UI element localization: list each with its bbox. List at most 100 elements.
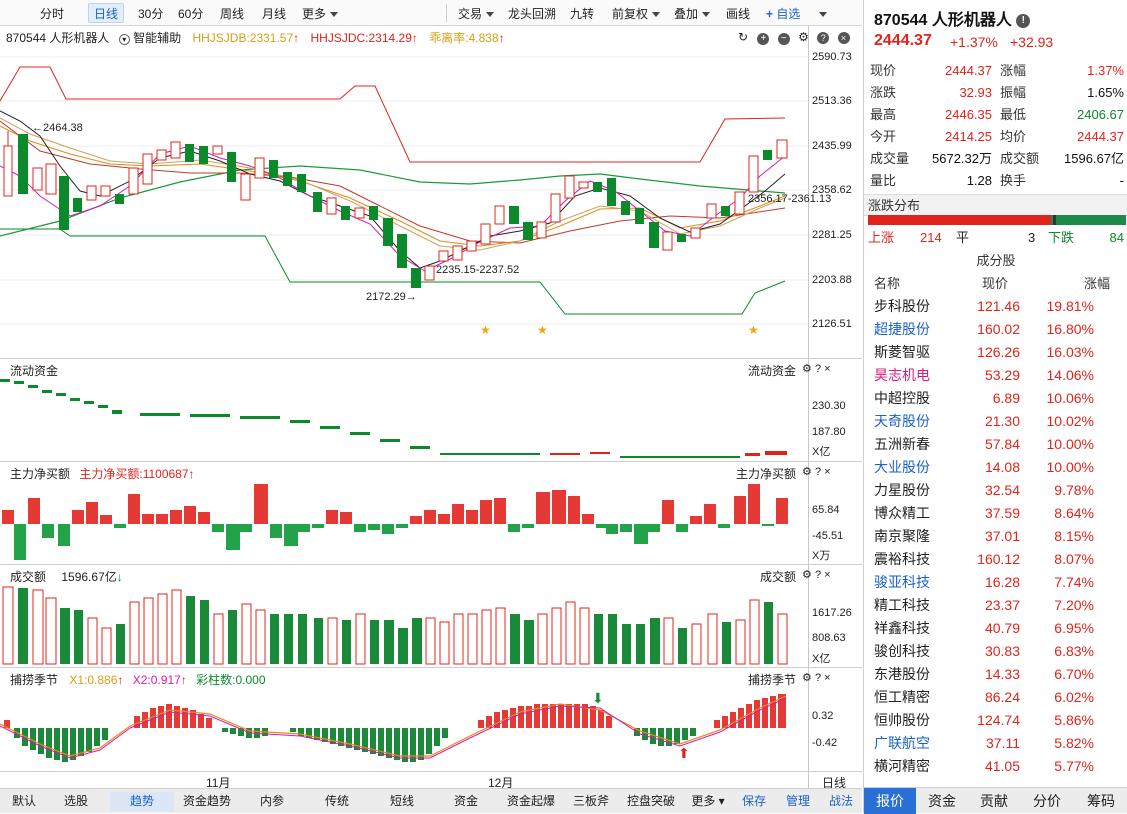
help-icon[interactable]: ?: [817, 32, 830, 44]
close-icon[interactable]: ×: [837, 32, 850, 44]
component-row[interactable]: 骏创科技 30.83 6.83%: [864, 640, 1127, 663]
settings-icon[interactable]: ⚙: [798, 30, 809, 44]
component-row[interactable]: 精工科技 23.37 7.20%: [864, 594, 1127, 617]
more-tabs-dropdown[interactable]: 更多 ▾: [691, 794, 725, 808]
tab-price-dist[interactable]: 分价: [1033, 793, 1061, 809]
overlay-dropdown[interactable]: 叠加: [668, 3, 716, 23]
tab-quote[interactable]: 报价: [864, 788, 916, 814]
settings-icon[interactable]: ⚙: [802, 672, 812, 684]
component-row[interactable]: 祥鑫科技 40.79 6.95%: [864, 617, 1127, 640]
leader-review-button[interactable]: 龙头回溯: [508, 7, 557, 21]
component-name[interactable]: 南京聚隆: [874, 528, 930, 544]
close-icon[interactable]: ×: [824, 569, 831, 581]
component-row[interactable]: 东港股份 14.33 6.70%: [864, 663, 1127, 686]
tab-capital[interactable]: 资金: [928, 793, 956, 809]
component-name[interactable]: 精工科技: [874, 597, 930, 613]
trade-dropdown[interactable]: 交易: [452, 3, 500, 23]
component-name[interactable]: 震裕科技: [874, 551, 930, 567]
component-name[interactable]: 东港股份: [874, 666, 930, 682]
zoom-out-icon[interactable]: −: [777, 33, 790, 45]
component-name[interactable]: 恒工精密: [874, 689, 930, 705]
component-row[interactable]: 五洲新春 57.84 10.00%: [864, 433, 1127, 456]
tab-daily[interactable]: 日线: [88, 3, 125, 23]
tab-short-term[interactable]: 短线: [389, 794, 414, 808]
tab-control-break[interactable]: 控盘突破: [626, 794, 675, 808]
component-name[interactable]: 昊志机电: [874, 367, 930, 383]
zoom-in-icon[interactable]: +: [757, 33, 770, 45]
tab-trend[interactable]: 趋势: [110, 792, 174, 811]
nine-turn-button[interactable]: 九转: [570, 7, 595, 21]
component-row[interactable]: 天奇股份 21.30 10.02%: [864, 410, 1127, 433]
close-icon[interactable]: ×: [824, 672, 831, 684]
component-row[interactable]: 横河精密 41.05 5.77%: [864, 755, 1127, 778]
info-icon[interactable]: !: [1016, 13, 1031, 28]
component-row[interactable]: 大业股份 14.08 10.00%: [864, 456, 1127, 479]
vol-tick: 808.63: [812, 632, 846, 644]
chevron-down-icon[interactable]: ▾: [118, 34, 130, 45]
settings-icon[interactable]: ⚙: [802, 466, 812, 478]
help-icon[interactable]: ?: [814, 569, 822, 581]
component-row[interactable]: 中超控股 6.89 10.06%: [864, 387, 1127, 410]
candlestick-chart[interactable]: ★ ★ ★: [0, 46, 808, 346]
help-icon[interactable]: ?: [814, 363, 822, 375]
manage-button[interactable]: 管理: [785, 794, 810, 808]
component-name[interactable]: 骏亚科技: [874, 574, 930, 590]
draw-line-button[interactable]: 画线: [726, 7, 751, 21]
component-row[interactable]: 斯菱智驱 126.26 16.03%: [864, 341, 1127, 364]
settings-icon[interactable]: ⚙: [802, 569, 812, 581]
component-row[interactable]: 恒帅股份 124.74 5.86%: [864, 709, 1127, 732]
component-row[interactable]: 超捷股份 160.02 16.80%: [864, 318, 1127, 341]
tab-insider[interactable]: 内参: [259, 794, 284, 808]
help-icon[interactable]: ?: [814, 466, 822, 478]
component-name[interactable]: 博众精工: [874, 505, 930, 521]
component-row[interactable]: 广联航空 37.11 5.82%: [864, 732, 1127, 755]
tab-contribution[interactable]: 贡献: [980, 793, 1008, 809]
component-name[interactable]: 天奇股份: [874, 413, 930, 429]
strategy-button[interactable]: 战法: [828, 794, 853, 808]
tab-60min[interactable]: 60分: [178, 7, 204, 21]
tab-default[interactable]: 默认: [11, 794, 36, 808]
close-icon[interactable]: ×: [824, 466, 831, 478]
tab-fund-trend[interactable]: 资金趋势: [182, 794, 231, 808]
tab-stock-select[interactable]: 选股: [63, 794, 88, 808]
save-button[interactable]: 保存: [741, 794, 766, 808]
component-name[interactable]: 广联航空: [874, 735, 930, 751]
component-name[interactable]: 超捷股份: [874, 321, 930, 337]
component-name[interactable]: 横河精密: [874, 758, 930, 774]
component-name[interactable]: 大业股份: [874, 459, 930, 475]
component-row[interactable]: 骏亚科技 16.28 7.74%: [864, 571, 1127, 594]
component-name[interactable]: 恒帅股份: [874, 712, 930, 728]
close-icon[interactable]: ×: [824, 363, 831, 375]
smart-assist-label[interactable]: 智能辅助: [133, 31, 182, 45]
tab-30min[interactable]: 30分: [138, 7, 164, 21]
component-row[interactable]: 博众精工 37.59 8.64%: [864, 502, 1127, 525]
settings-icon[interactable]: ⚙: [802, 363, 812, 375]
component-name[interactable]: 祥鑫科技: [874, 620, 930, 636]
tab-funds[interactable]: 资金: [453, 794, 478, 808]
tab-three-axes[interactable]: 三板斧: [572, 794, 609, 808]
component-name[interactable]: 力星股份: [874, 482, 930, 498]
component-name[interactable]: 中超控股: [874, 390, 930, 406]
help-icon[interactable]: ?: [814, 672, 822, 684]
watchlist-dropdown[interactable]: [812, 3, 830, 23]
component-name[interactable]: 五洲新春: [874, 436, 930, 452]
component-row[interactable]: 力星股份 32.54 9.78%: [864, 479, 1127, 502]
add-watchlist-button[interactable]: + 自选: [760, 3, 806, 23]
component-row[interactable]: 昊志机电 53.29 14.06%: [864, 364, 1127, 387]
component-name[interactable]: 斯菱智驱: [874, 344, 930, 360]
component-name[interactable]: 步科股份: [874, 298, 930, 314]
refresh-icon[interactable]: ↻: [738, 30, 749, 44]
tab-fund-burst[interactable]: 资金起爆: [506, 794, 555, 808]
component-row[interactable]: 步科股份 121.46 19.81%: [864, 295, 1127, 318]
component-name[interactable]: 骏创科技: [874, 643, 930, 659]
tab-weekly[interactable]: 周线: [220, 7, 245, 21]
adjust-dropdown[interactable]: 前复权: [606, 3, 666, 23]
tab-traditional[interactable]: 传统: [324, 794, 349, 808]
tab-intraday[interactable]: 分时: [40, 7, 65, 21]
tab-monthly[interactable]: 月线: [262, 7, 287, 21]
component-row[interactable]: 南京聚隆 37.01 8.15%: [864, 525, 1127, 548]
component-row[interactable]: 震裕科技 160.12 8.07%: [864, 548, 1127, 571]
tab-chips[interactable]: 筹码: [1087, 793, 1115, 809]
component-row[interactable]: 恒工精密 86.24 6.02%: [864, 686, 1127, 709]
more-periods-dropdown[interactable]: 更多: [296, 3, 344, 23]
